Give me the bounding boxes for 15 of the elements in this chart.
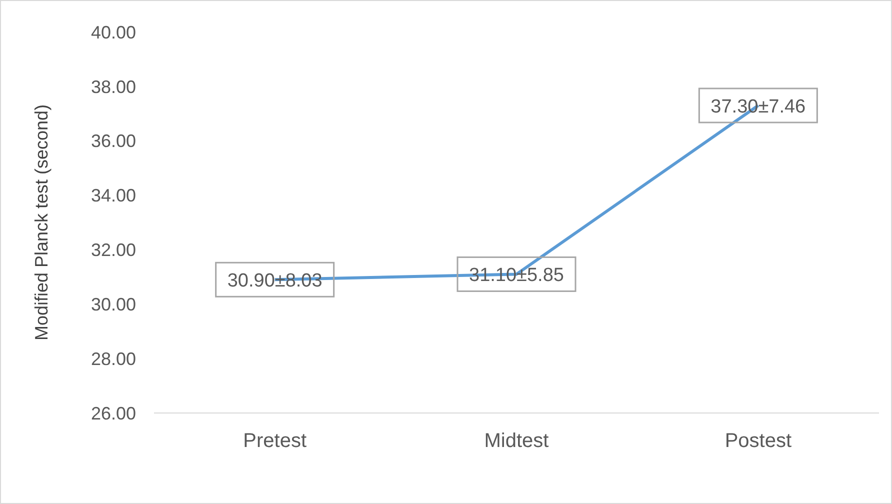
y-tick-label: 32.00 xyxy=(90,240,136,260)
y-tick-label: 30.00 xyxy=(90,294,136,315)
data-label: 30.90±8.03 xyxy=(227,270,322,292)
y-tick-label: 36.00 xyxy=(90,131,136,152)
y-tick-label: 38.00 xyxy=(90,76,136,97)
y-axis-title: Modified Planck test (second) xyxy=(31,104,52,341)
y-tick-label: 34.00 xyxy=(90,186,136,206)
y-tick-label: 28.00 xyxy=(90,348,136,369)
x-tick-label: Postest xyxy=(724,430,792,452)
data-label: 37.30±7.46 xyxy=(710,96,806,118)
x-tick-label: Pretest xyxy=(243,430,307,452)
y-tick-label: 40.00 xyxy=(90,22,136,42)
x-tick-label: Midtest xyxy=(484,430,550,452)
data-label: 31.10±5.85 xyxy=(469,265,564,286)
y-tick-label: 26.00 xyxy=(90,403,136,424)
